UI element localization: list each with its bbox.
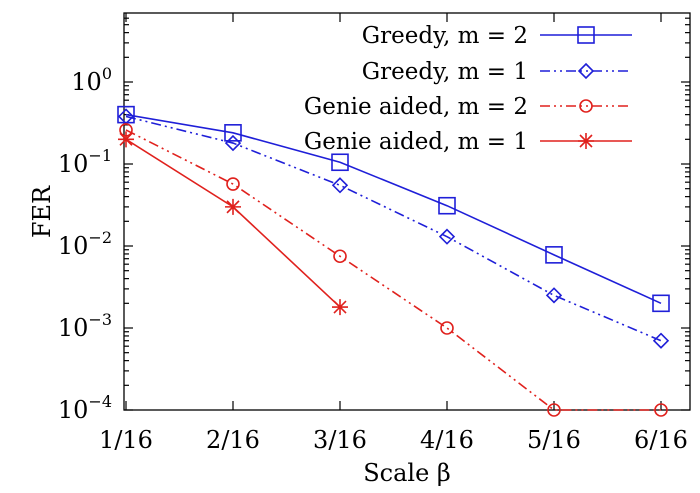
y-axis-label: FER	[28, 185, 56, 238]
data-point	[652, 294, 670, 313]
x-tick-label: 2/16	[206, 426, 260, 454]
legend-entry: Genie aided, m = 1	[304, 129, 632, 155]
data-point	[654, 403, 668, 417]
tick-labels: 1/16 2/16 3/16 4/16 5/16 6/1610−410−310−210−1…	[58, 64, 688, 454]
data-point	[224, 124, 242, 142]
y-tick-exponent: −4	[88, 392, 112, 411]
legend-entry: Greedy, m = 2	[362, 23, 632, 49]
series-4	[118, 131, 348, 316]
legend-label: Greedy, m = 2	[362, 23, 528, 49]
plot-frame	[123, 12, 691, 411]
series-line	[125, 138, 341, 308]
legend-marker	[577, 62, 595, 80]
y-tick-exponent: −3	[88, 310, 112, 329]
data-point	[333, 249, 347, 264]
y-tick-base: 10	[58, 314, 89, 342]
y-tick-exponent: −2	[88, 228, 112, 247]
y-tick-base: 10	[58, 150, 89, 178]
x-tick-label: 5/16	[527, 426, 581, 454]
series-1	[117, 105, 670, 313]
data-point	[225, 198, 241, 215]
data-point	[438, 196, 456, 215]
x-axis-label: Scale β	[363, 459, 451, 487]
y-tick-label: 10−2	[58, 228, 112, 260]
data-point	[331, 177, 349, 194]
y-tick-label: 10−1	[58, 146, 112, 178]
data-point	[224, 134, 242, 152]
data-point	[652, 332, 670, 349]
series-line	[125, 113, 662, 305]
legend-marker	[578, 133, 594, 149]
series-3	[119, 123, 668, 417]
y-tick-base: 10	[58, 232, 89, 260]
x-tick-label: 4/16	[420, 426, 474, 454]
data-point	[118, 131, 134, 148]
series-2	[117, 108, 670, 349]
legend-entry: Genie aided, m = 2	[304, 94, 632, 120]
legend-label: Greedy, m = 1	[362, 59, 528, 85]
data-point	[547, 403, 561, 417]
data-point	[332, 299, 348, 316]
data-point	[331, 153, 349, 172]
series-line	[125, 129, 661, 411]
legend-marker	[579, 99, 593, 113]
y-tick-base: 10	[71, 68, 102, 96]
legend-label: Genie aided, m = 1	[304, 129, 528, 155]
legend: Greedy, m = 2 Greedy, m = 1 Genie aided, m…	[304, 23, 632, 155]
legend-label: Genie aided, m = 2	[304, 94, 528, 120]
data-point	[226, 177, 240, 191]
data-point	[545, 287, 563, 304]
y-tick-base: 10	[58, 396, 89, 424]
axis-ticks	[124, 13, 690, 411]
legend-marker	[577, 26, 595, 44]
data-point	[440, 321, 454, 335]
x-tick-label: 3/16	[313, 426, 367, 454]
x-tick-label: 1/16	[99, 426, 153, 454]
legend-entry: Greedy, m = 1	[362, 59, 632, 85]
y-tick-label: 10−4	[58, 392, 112, 424]
data-point	[438, 228, 456, 245]
data-point	[545, 246, 563, 264]
y-tick-label: 10−3	[58, 310, 112, 342]
y-tick-exponent: 0	[102, 64, 112, 83]
y-tick-exponent: −1	[88, 146, 112, 165]
series-layer	[117, 105, 670, 417]
y-tick-label: 100	[71, 64, 112, 96]
x-tick-label: 6/16	[634, 426, 688, 454]
